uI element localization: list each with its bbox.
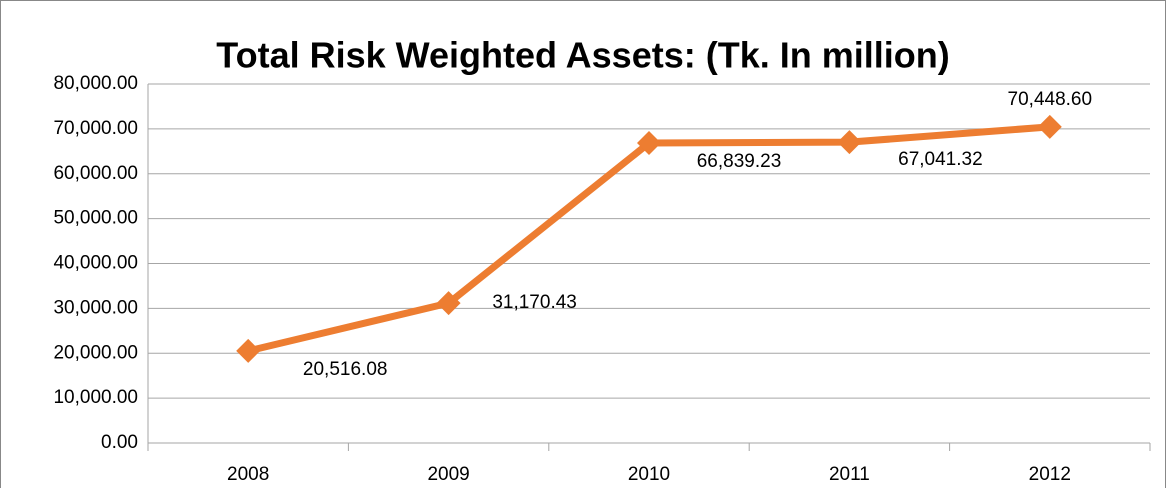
x-tick-label: 2009: [427, 464, 469, 485]
y-tick-label: 70,000.00: [53, 118, 138, 139]
y-tick-label: 50,000.00: [53, 208, 138, 229]
x-tick-label: 2011: [829, 464, 870, 485]
marker: [236, 338, 261, 363]
y-tick-label: 20,000.00: [53, 342, 138, 363]
marker: [837, 130, 862, 155]
y-tick-label: 60,000.00: [53, 163, 138, 184]
marker: [436, 291, 461, 316]
marker: [1037, 114, 1062, 139]
y-tick-label: 80,000.00: [53, 73, 138, 94]
x-tick-label: 2012: [1029, 464, 1071, 485]
data-label: 20,516.08: [303, 359, 388, 380]
x-tick-label: 2008: [227, 464, 269, 485]
y-tick-label: 0.00: [101, 432, 138, 453]
y-tick-label: 30,000.00: [53, 297, 138, 318]
data-label: 70,448.60: [1008, 89, 1093, 110]
data-label: 67,041.32: [898, 149, 983, 170]
x-tick-label: 2010: [628, 464, 670, 485]
chart-title: Total Risk Weighted Assets: (Tk. In mill…: [216, 35, 949, 76]
y-tick-label: 10,000.00: [53, 387, 138, 408]
data-label: 66,839.23: [697, 151, 782, 172]
marker: [637, 131, 661, 156]
y-tick-label: 40,000.00: [53, 253, 138, 274]
data-label: 31,170.43: [492, 292, 577, 313]
